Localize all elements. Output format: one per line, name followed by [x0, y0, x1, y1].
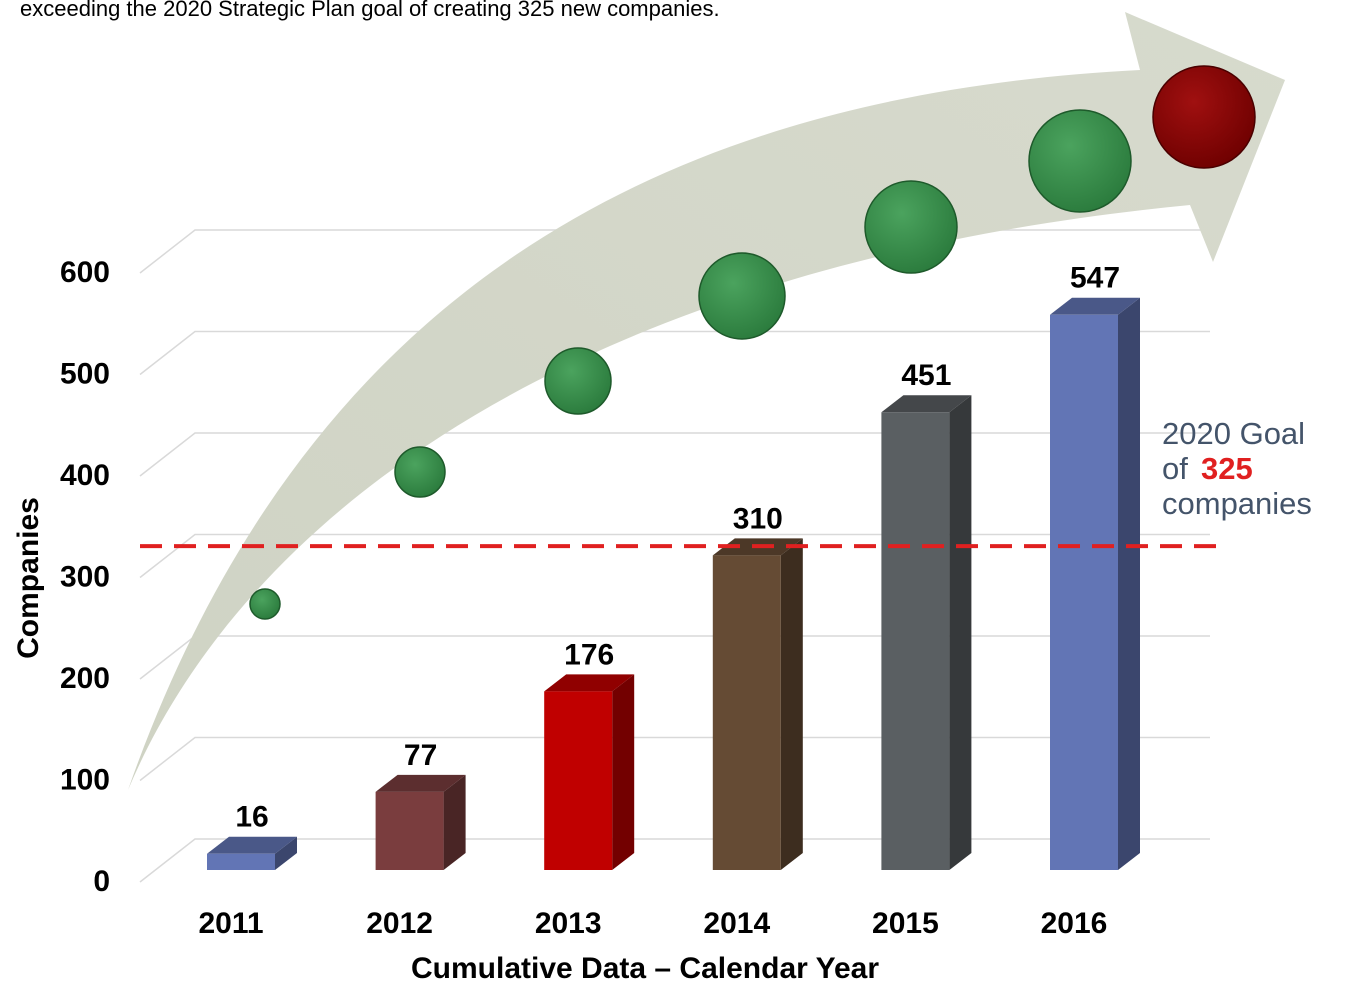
grid-line: [140, 738, 1210, 781]
dot: [865, 181, 957, 273]
bar: [207, 854, 275, 870]
bar: [376, 792, 444, 870]
x-tick-label: 2011: [198, 907, 263, 940]
dot: [1153, 66, 1255, 168]
bar: [1050, 315, 1118, 870]
value-label: 310: [733, 502, 783, 535]
dot: [1029, 110, 1131, 212]
dot: [545, 348, 611, 414]
grid: [140, 230, 1210, 882]
y-tick-label: 500: [60, 357, 110, 390]
bar-side: [1118, 298, 1140, 870]
x-tick-label: 2016: [1041, 907, 1108, 940]
goal-text: of: [1162, 451, 1188, 486]
chart: exceeding the 2020 Strategic Plan goal o…: [0, 0, 1348, 985]
bar: [713, 555, 781, 870]
value-label: 16: [235, 801, 268, 834]
y-tick-label: 300: [60, 560, 110, 593]
bar-side: [781, 538, 803, 870]
goal-annotation: 2020 Goal of 325 companies: [1162, 416, 1314, 521]
goal-text: 2020 Goal: [1162, 416, 1305, 451]
bar-side: [949, 395, 971, 870]
grid-line: [140, 332, 1210, 375]
x-axis-title: Cumulative Data – Calendar Year: [411, 952, 879, 985]
x-tick-label: 2013: [535, 907, 602, 940]
x-tick-label: 2014: [703, 907, 770, 940]
value-label: 451: [901, 359, 951, 392]
dot: [699, 253, 785, 339]
bars: 16 77 176 310 451 547: [207, 262, 1140, 870]
y-axis-title: Companies: [12, 497, 45, 659]
grid-line: [140, 839, 1210, 882]
chart-title: exceeding the 2020 Strategic Plan goal o…: [20, 0, 720, 21]
y-tick-label: 400: [60, 459, 110, 492]
grid-line: [140, 636, 1210, 679]
x-tick-label: 2012: [366, 907, 433, 940]
y-tick-label: 600: [60, 256, 110, 289]
value-label: 77: [404, 739, 437, 772]
y-tick-label: 0: [93, 865, 110, 898]
value-label: 176: [564, 638, 614, 671]
dot: [250, 589, 280, 619]
bar: [544, 691, 612, 870]
dot: [395, 447, 445, 497]
bar-side: [612, 674, 634, 870]
x-tick-label: 2015: [872, 907, 939, 940]
value-label: 547: [1070, 262, 1120, 295]
y-tick-label: 100: [60, 763, 110, 796]
bar: [881, 412, 949, 870]
y-tick-label: 200: [60, 662, 110, 695]
goal-value: 325: [1201, 451, 1253, 486]
goal-text: companies: [1162, 486, 1312, 521]
